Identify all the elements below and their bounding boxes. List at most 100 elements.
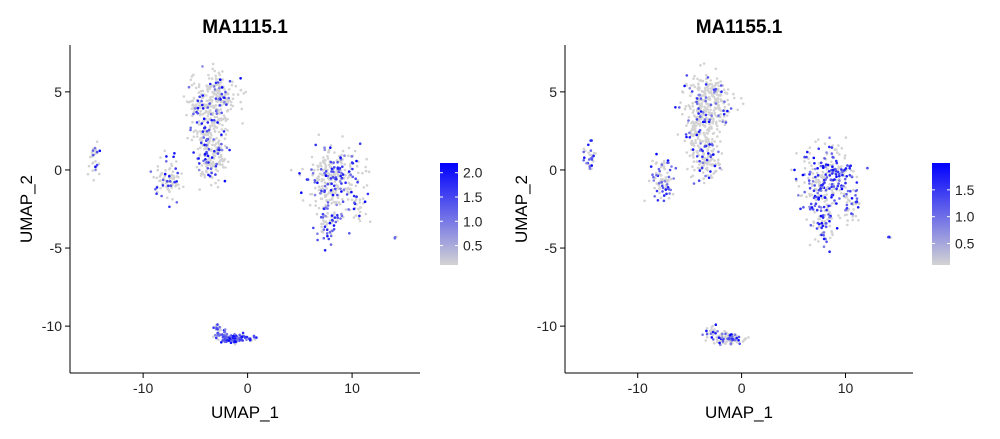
cell-point — [582, 159, 585, 162]
cell-point — [355, 159, 358, 163]
cell-point — [713, 113, 717, 116]
cell-point — [328, 219, 332, 222]
chart-title: MA1115.1 — [202, 17, 288, 38]
cell-point — [846, 223, 849, 227]
cell-point — [587, 151, 590, 154]
cell-point — [832, 187, 836, 191]
cell-point — [714, 169, 717, 173]
cell-point — [215, 146, 218, 149]
cell-point — [813, 210, 816, 214]
cell-point — [706, 141, 710, 145]
cell-point — [691, 153, 695, 157]
cell-point — [201, 65, 204, 68]
cell-point — [845, 203, 849, 207]
cell-point — [323, 249, 327, 252]
cell-point — [803, 155, 806, 159]
cell-point — [854, 194, 857, 197]
cell-point — [707, 120, 711, 124]
cell-point — [691, 111, 695, 114]
cell-point — [323, 146, 326, 149]
cell-point — [328, 230, 332, 234]
cell-point — [159, 179, 162, 182]
cell-point — [332, 200, 336, 204]
cell-point — [187, 100, 190, 104]
cell-point — [343, 154, 346, 157]
cell-point — [707, 152, 710, 155]
x-tick-label: 0 — [738, 380, 746, 396]
cell-point — [846, 219, 849, 222]
cell-point — [197, 157, 200, 160]
cell-point — [344, 174, 347, 177]
cell-point — [811, 224, 815, 228]
cell-point — [322, 228, 326, 231]
cell-point — [198, 188, 201, 191]
cell-point — [726, 98, 729, 102]
cell-point — [813, 204, 817, 208]
cell-point — [833, 148, 837, 151]
y-tick-label: -5 — [50, 240, 63, 256]
cell-point — [662, 165, 666, 168]
cell-point — [817, 138, 820, 141]
cell-point — [341, 135, 344, 138]
cell-point — [838, 179, 841, 182]
legend-tick-label: 1.0 — [463, 213, 483, 229]
cell-point — [330, 214, 334, 217]
cell-point — [691, 148, 695, 151]
cell-point — [830, 193, 834, 197]
cell-point — [695, 133, 699, 137]
cell-point — [230, 83, 234, 87]
cell-point — [218, 155, 221, 159]
cell-point — [592, 151, 596, 155]
cell-point — [331, 193, 335, 197]
cell-point — [803, 167, 807, 170]
cell-point — [705, 329, 708, 333]
cell-point — [170, 164, 174, 167]
cell-point — [95, 140, 99, 144]
cell-point — [723, 100, 726, 103]
cell-point — [655, 161, 658, 164]
cell-point — [713, 91, 716, 94]
cell-point — [182, 95, 186, 98]
cell-point — [326, 182, 330, 186]
cell-point — [835, 227, 839, 230]
cell-point — [207, 173, 210, 177]
cell-point — [850, 197, 854, 200]
cell-point — [855, 175, 859, 179]
cell-point — [698, 146, 701, 149]
cell-point — [361, 197, 365, 200]
cell-point — [255, 336, 258, 339]
cell-point — [333, 216, 337, 219]
cell-point — [320, 179, 324, 183]
cell-point — [301, 167, 304, 171]
cell-point — [168, 180, 172, 183]
cell-point — [350, 198, 354, 202]
cell-point — [156, 168, 160, 172]
cell-point — [689, 142, 693, 145]
cell-point — [226, 160, 230, 164]
cell-point — [794, 177, 798, 181]
cell-point — [190, 83, 194, 87]
cell-point — [723, 123, 727, 126]
cell-point — [205, 99, 209, 103]
cell-point — [219, 153, 223, 157]
cell-point — [706, 161, 710, 165]
cell-point — [658, 191, 661, 195]
cell-point — [212, 106, 215, 110]
cell-point — [655, 189, 659, 193]
cell-point — [658, 169, 661, 173]
cell-point — [89, 155, 92, 159]
cell-point — [719, 99, 723, 103]
cell-point — [810, 164, 813, 167]
cell-point — [719, 109, 723, 112]
cell-point — [705, 332, 709, 336]
cell-point — [314, 204, 317, 207]
cell-point — [91, 149, 95, 152]
cell-point — [313, 181, 317, 184]
cell-point — [314, 143, 318, 147]
x-tick-label: -10 — [628, 380, 648, 396]
cell-point — [805, 218, 808, 221]
cell-point — [730, 333, 733, 336]
cell-point — [710, 83, 714, 86]
cell-point — [321, 212, 325, 216]
cell-point — [221, 163, 224, 167]
